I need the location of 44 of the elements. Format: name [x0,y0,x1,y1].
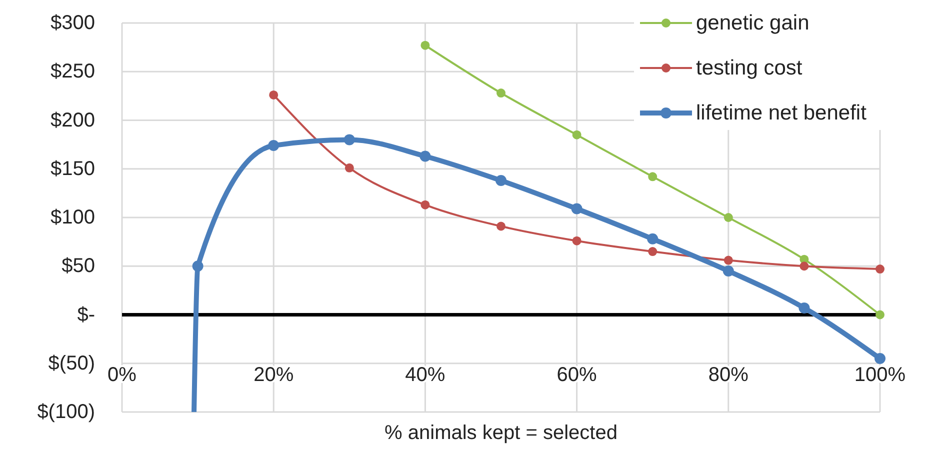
point [192,260,204,272]
point [420,200,430,210]
x-tick-label: 60% [556,364,598,386]
point [420,150,431,162]
x-tick-label: 20% [254,364,294,386]
point [648,247,658,256]
y-tick-label: $- [77,304,95,326]
point [496,175,506,186]
point [571,203,582,214]
y-tick-label: $200 [50,109,95,132]
point [572,130,582,140]
point [724,213,733,222]
x-tick-label: 0% [108,364,137,386]
point [268,140,280,152]
y-tick-label: $150 [50,158,95,180]
legend-label: lifetime net benefit [696,102,867,124]
legend-label: genetic gain [696,12,810,34]
point [874,353,886,364]
x-tick-label: 80% [708,364,749,386]
legend-label: testing cost [696,56,802,80]
point [876,264,884,274]
point [800,262,809,271]
y-tick-label: $(50) [48,352,95,374]
point [344,134,355,146]
point [269,90,278,100]
y-tick-label: $250 [50,60,95,83]
point [722,265,734,276]
point [496,222,506,231]
point [724,256,733,265]
point [647,233,658,244]
point [344,163,354,172]
point [648,172,658,182]
point [572,236,582,246]
point [496,88,506,98]
x-tick-label: 40% [405,364,446,386]
point [420,40,430,50]
y-tick-label: $300 [50,12,95,34]
point [798,302,810,314]
y-tick-label: $100 [50,206,95,228]
x-tick-label: 100% [854,364,906,386]
point [876,310,884,320]
y-tick-label: $50 [62,255,95,278]
y-tick-label: $(100) [37,401,95,423]
x-axis-title: % animals kept = selected [384,422,618,444]
